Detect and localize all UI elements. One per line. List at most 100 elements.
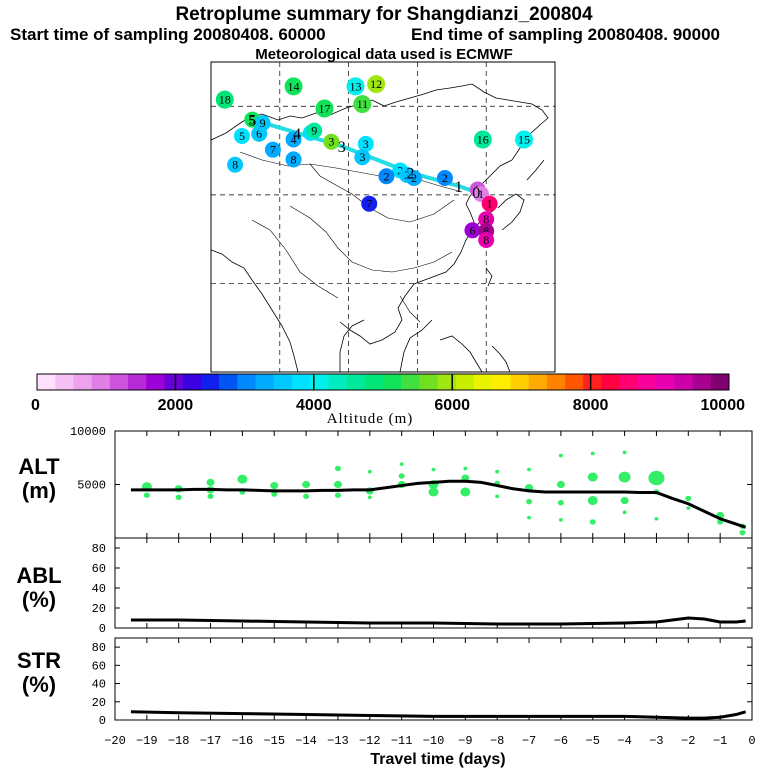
track-age-label: 3 (338, 139, 346, 156)
plume-cluster-marker (323, 133, 340, 150)
plume-cluster-6: 6 (464, 222, 481, 239)
altitude-point (207, 493, 214, 499)
y-tick-label: 20 (92, 696, 106, 710)
colorbar-swatch (291, 374, 311, 390)
plume-cluster-8: 8 (227, 156, 244, 173)
alt-label-line2: (m) (21, 478, 57, 503)
colorbar-swatch (109, 374, 129, 390)
colorbar-swatch (455, 374, 475, 390)
y-tick-label: 0 (99, 622, 106, 636)
colorbar-swatch (73, 374, 92, 390)
altitude-point (271, 491, 278, 497)
plume-cluster-marker (464, 222, 481, 239)
plume-cluster-label: 5 (239, 129, 245, 143)
plume-cluster-3: 3 (357, 135, 374, 152)
altitude-point (367, 469, 372, 474)
colorbar-swatch (565, 374, 584, 390)
x-tick-label: −1 (713, 734, 727, 748)
colorbar-swatch (128, 374, 147, 390)
altitude-point (686, 506, 691, 510)
colorbar-tick-label: 2000 (158, 397, 194, 414)
colorbar-frame (36, 373, 730, 391)
colorbar-swatch (364, 374, 384, 390)
altitude-point (558, 453, 563, 458)
colorbar-swatch (474, 374, 493, 390)
colorbar-swatch (219, 374, 238, 390)
plume-cluster-label: 8 (483, 212, 489, 226)
plume-cluster-13: 13 (346, 77, 365, 96)
altitude-point (590, 451, 595, 456)
x-tick-label: −18 (168, 734, 190, 748)
plume-cluster-label: 2 (442, 171, 448, 185)
colorbar-swatch (492, 374, 511, 390)
plume-cluster-marker (353, 95, 372, 114)
track-age-label: 5 (248, 113, 256, 130)
altitude-point (587, 472, 598, 482)
colorbar-swatch (273, 374, 293, 390)
altitude-point (237, 474, 248, 484)
colorbar-swatch (328, 374, 347, 390)
plume-cluster-marker (346, 77, 365, 96)
plume-cluster-label: 1 (487, 197, 493, 211)
str-label-line1: STR (17, 648, 61, 673)
plume-cluster-label: 3 (359, 150, 365, 164)
plume-cluster-1: 1 (481, 195, 498, 212)
altitude-point (463, 466, 468, 471)
x-tick-label: −9 (458, 734, 472, 748)
colorbar-swatch (310, 374, 329, 390)
plume-cluster-12: 12 (367, 75, 386, 94)
y-tick-label: 40 (92, 678, 106, 692)
plume-cluster-marker (233, 127, 250, 144)
x-axis-label: Travel time (days) (370, 751, 505, 768)
alt-label-line1: ALT (18, 454, 60, 479)
colorbar-tick-label: 4000 (296, 397, 332, 414)
plume-cluster-marker (285, 131, 302, 148)
str-panel: 0 20 40 60 80 (92, 637, 753, 728)
altitude-point (334, 465, 341, 472)
plume-cluster-15: 15 (515, 130, 534, 149)
plume-cluster-label: 3 (328, 135, 334, 149)
plume-cluster-marker (367, 75, 386, 94)
x-tick-label: −15 (263, 734, 285, 748)
plume-cluster-14: 14 (284, 77, 303, 96)
plume-cluster-label: 3 (363, 137, 369, 151)
plume-cluster-marker (306, 122, 323, 139)
colorbar-swatch (383, 374, 402, 390)
altitude-point (622, 510, 627, 515)
colorbar-swatch (255, 374, 275, 390)
altitude-point (398, 473, 405, 479)
plume-cluster-marker (284, 77, 303, 96)
x-tick-label: −4 (617, 734, 631, 748)
altitude-point (648, 470, 665, 486)
plume-cluster-label: 8 (291, 152, 297, 166)
plume-cluster-marker (478, 232, 495, 249)
colorbar-swatch (546, 374, 566, 390)
colorbar-swatch (146, 374, 165, 390)
altitude-point (495, 494, 500, 499)
x-tick-label: −17 (200, 734, 222, 748)
plume-cluster-label: 6 (256, 127, 262, 141)
colorbar-swatch (401, 374, 420, 390)
altitude-point (527, 515, 532, 520)
plume-cluster-marker (264, 141, 281, 158)
altitude-point (527, 467, 532, 472)
colorbar-swatch (37, 374, 56, 390)
colorbar-swatch (437, 374, 457, 390)
colorbar-tick-label: 0 (31, 397, 40, 414)
plume-cluster-label: 7 (366, 197, 372, 211)
str-panel-label: STR (%) (14, 649, 64, 697)
altitude-point (206, 478, 215, 486)
abl-panel-label: ABL (%) (14, 564, 64, 612)
colorbar-tick-label: 8000 (573, 397, 609, 414)
plume-cluster-label: 4 (291, 133, 297, 147)
plume-cluster-2: 2 (405, 170, 422, 187)
plume-cluster-label: 8 (483, 233, 489, 247)
x-tick-label: −12 (359, 734, 381, 748)
plume-cluster-label: 1 (478, 187, 484, 201)
altitude-point (333, 480, 342, 489)
plume-cluster-8: 8 (478, 232, 495, 249)
plume-cluster-label: 2 (383, 169, 389, 183)
x-tick-label: −8 (490, 734, 504, 748)
colorbar-swatch (637, 374, 657, 390)
